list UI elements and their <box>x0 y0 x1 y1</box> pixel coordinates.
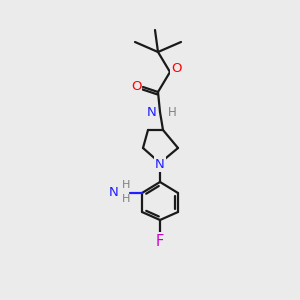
Text: F: F <box>156 233 164 248</box>
Text: O: O <box>171 62 181 76</box>
Text: O: O <box>131 80 141 92</box>
Text: H: H <box>168 106 177 119</box>
Text: H: H <box>122 194 130 204</box>
Text: N: N <box>108 185 118 199</box>
Text: H: H <box>122 180 130 190</box>
Text: N: N <box>155 158 165 170</box>
Text: N: N <box>146 106 156 119</box>
